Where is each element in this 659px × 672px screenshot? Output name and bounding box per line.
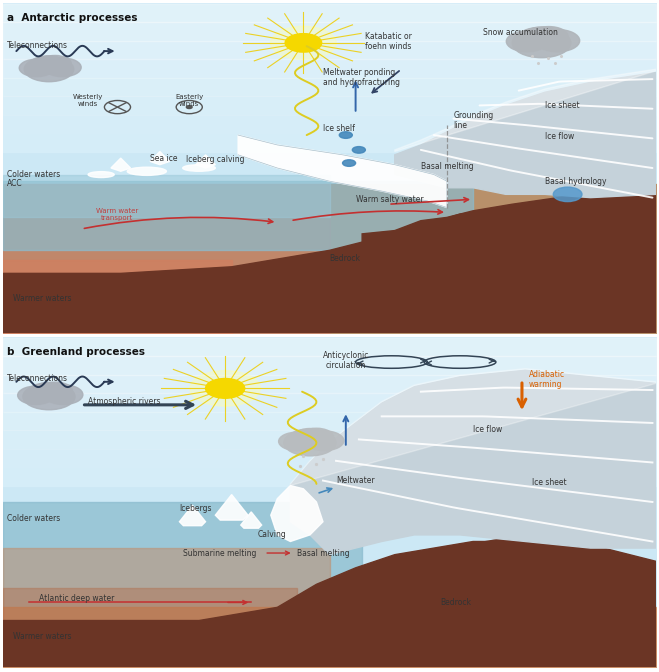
Circle shape — [190, 370, 260, 406]
Text: Icebergs: Icebergs — [179, 504, 212, 513]
Circle shape — [30, 56, 60, 71]
Text: Anticyclonic
circulation: Anticyclonic circulation — [323, 351, 369, 370]
Polygon shape — [3, 194, 656, 333]
Text: Meltwater: Meltwater — [336, 476, 375, 485]
Circle shape — [295, 429, 325, 444]
Circle shape — [18, 386, 54, 405]
Polygon shape — [241, 512, 262, 528]
Text: Colder waters: Colder waters — [7, 514, 60, 523]
Polygon shape — [3, 542, 656, 667]
Polygon shape — [362, 191, 656, 333]
Circle shape — [530, 27, 568, 46]
Circle shape — [525, 27, 559, 44]
Circle shape — [299, 428, 333, 446]
Circle shape — [279, 432, 315, 451]
Polygon shape — [179, 505, 206, 526]
Text: Ice shelf: Ice shelf — [323, 124, 355, 133]
Text: Teleconnections: Teleconnections — [7, 374, 68, 383]
Polygon shape — [271, 485, 323, 542]
Polygon shape — [238, 135, 447, 208]
Text: Grounding
line: Grounding line — [453, 111, 494, 130]
Circle shape — [343, 160, 356, 167]
Circle shape — [44, 58, 81, 77]
Circle shape — [512, 28, 571, 58]
Circle shape — [43, 385, 83, 405]
Text: Bedrock: Bedrock — [440, 598, 471, 607]
Circle shape — [30, 383, 61, 399]
Text: Snow accumulation: Snow accumulation — [483, 28, 558, 37]
Circle shape — [304, 431, 344, 451]
Circle shape — [339, 132, 353, 138]
Text: Meltwater ponding
and hydrofracturing: Meltwater ponding and hydrofracturing — [323, 68, 400, 87]
Circle shape — [186, 106, 192, 109]
Text: Ice flow: Ice flow — [545, 132, 574, 141]
Ellipse shape — [127, 167, 166, 175]
Text: b  Greenland processes: b Greenland processes — [7, 347, 144, 358]
Text: Atlantic deep water: Atlantic deep water — [39, 593, 115, 603]
Circle shape — [536, 30, 580, 52]
Text: Basal melting: Basal melting — [297, 548, 349, 558]
Text: Warm water
transport: Warm water transport — [96, 208, 138, 221]
Text: Katabatic or
foehn winds: Katabatic or foehn winds — [365, 32, 413, 51]
Polygon shape — [291, 370, 656, 554]
Polygon shape — [196, 155, 215, 168]
Circle shape — [23, 384, 75, 410]
Circle shape — [284, 429, 336, 456]
Text: Sea ice: Sea ice — [150, 155, 177, 163]
Text: ACC: ACC — [7, 179, 22, 188]
Circle shape — [291, 429, 322, 445]
Text: a  Antarctic processes: a Antarctic processes — [7, 13, 137, 24]
Polygon shape — [408, 535, 656, 667]
Circle shape — [24, 56, 74, 82]
Text: Calving: Calving — [258, 530, 287, 540]
Text: Basal hydrology: Basal hydrology — [545, 177, 606, 185]
Text: Warmer waters: Warmer waters — [13, 632, 72, 641]
Text: Bedrock: Bedrock — [330, 254, 360, 263]
Text: Basal melting: Basal melting — [421, 162, 473, 171]
Circle shape — [285, 34, 322, 52]
Text: Iceberg calving: Iceberg calving — [186, 155, 244, 164]
Text: Ice sheet: Ice sheet — [532, 478, 566, 487]
Ellipse shape — [183, 165, 215, 171]
Circle shape — [206, 378, 244, 398]
Circle shape — [38, 382, 72, 399]
Text: Colder waters: Colder waters — [7, 170, 60, 179]
Circle shape — [271, 26, 336, 59]
Circle shape — [19, 59, 54, 77]
Text: Ice flow: Ice flow — [473, 425, 502, 434]
Circle shape — [519, 28, 555, 46]
Circle shape — [39, 56, 71, 72]
Polygon shape — [291, 369, 656, 485]
Ellipse shape — [88, 171, 114, 177]
Polygon shape — [215, 495, 248, 520]
Circle shape — [506, 31, 548, 52]
Text: Adiabatic
warming: Adiabatic warming — [529, 370, 565, 389]
Circle shape — [554, 187, 582, 202]
Circle shape — [34, 56, 63, 70]
Text: Atmospheric rivers: Atmospheric rivers — [88, 397, 161, 406]
Text: Warmer waters: Warmer waters — [13, 294, 72, 302]
Text: Easterly
winds: Easterly winds — [175, 94, 204, 108]
Polygon shape — [111, 158, 130, 171]
Text: Ice sheet: Ice sheet — [545, 101, 579, 110]
Text: Submarine melting: Submarine melting — [183, 548, 256, 558]
Text: Warm salty water: Warm salty water — [356, 195, 423, 204]
Polygon shape — [395, 73, 656, 198]
Text: Teleconnections: Teleconnections — [7, 41, 68, 50]
Circle shape — [353, 146, 365, 153]
Text: Westerly
winds: Westerly winds — [73, 94, 103, 108]
Circle shape — [34, 382, 64, 398]
Polygon shape — [150, 151, 169, 165]
Polygon shape — [395, 69, 656, 151]
